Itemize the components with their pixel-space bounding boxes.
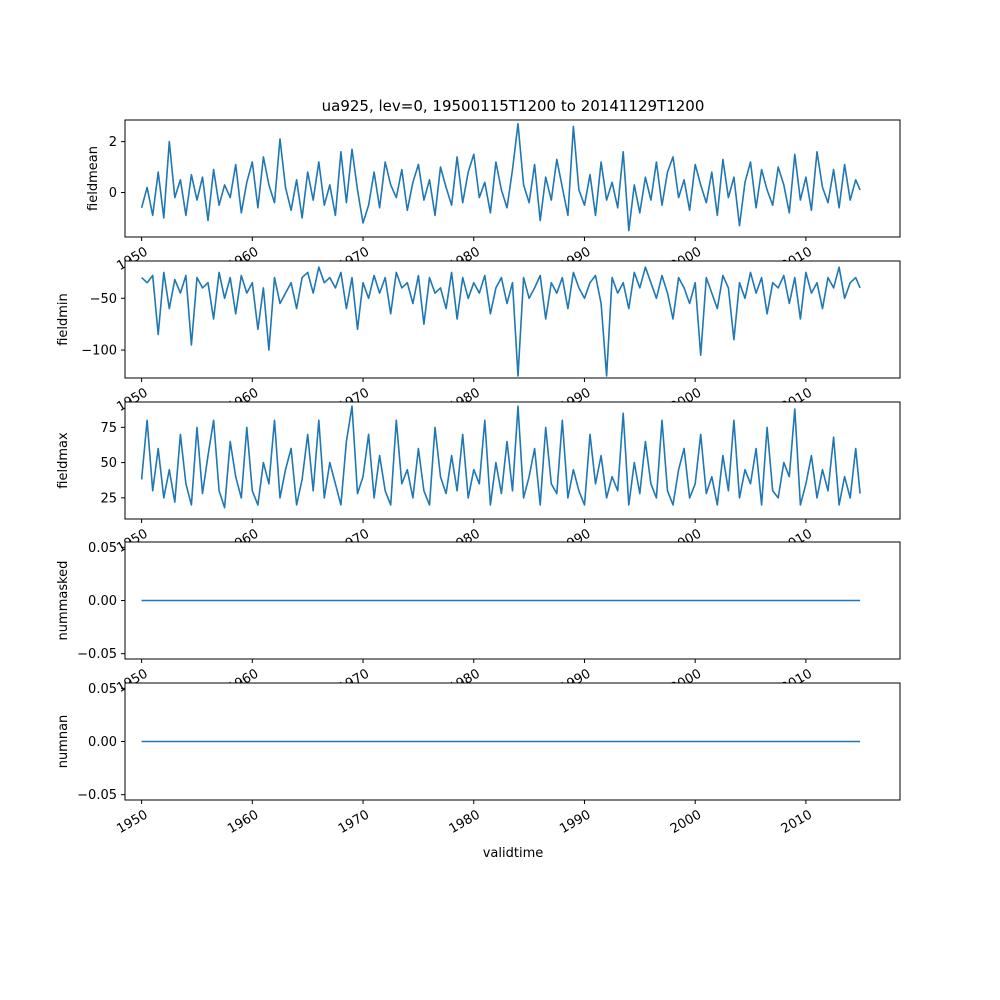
series-line-fieldmean [140, 123, 861, 232]
chart-title: ua925, lev=0, 19500115T1200 to 20141129T… [322, 97, 705, 115]
y-tick-label: 50 [100, 456, 117, 471]
y-axis-label: nummasked [56, 561, 71, 641]
axes-frame [124, 401, 901, 520]
y-tick-label: −50 [90, 292, 117, 307]
axes-frame [124, 119, 901, 238]
y-tick-label: 0.00 [88, 594, 117, 609]
subplot-numnan: −0.05 0.00 0.05 numnan 1950 1960 1970 1980 1990 2… [56, 682, 901, 837]
x-tick-label: 2000 [668, 807, 704, 837]
y-axis-label: numnan [56, 715, 71, 769]
y-tick-label: 0.00 [88, 735, 117, 750]
y-tick-label: −0.05 [77, 647, 117, 662]
x-tick-label: 1960 [225, 807, 261, 837]
axes-frame [124, 260, 901, 379]
x-tick-label: 1970 [336, 807, 372, 837]
y-tick-label: 75 [100, 421, 117, 436]
y-tick-label: 0 [109, 186, 117, 201]
x-tick-label: 1950 [114, 807, 150, 837]
y-axis-label: fieldmean [86, 146, 101, 211]
y-tick-label: 0.05 [88, 541, 117, 556]
x-tick-label: 1990 [557, 807, 593, 837]
axes-background [125, 261, 900, 378]
y-axis-label: fieldmin [56, 293, 71, 346]
series-line-fieldmax [140, 405, 861, 509]
y-tick-label: 2 [109, 135, 117, 150]
y-axis-label: fieldmax [56, 432, 71, 489]
axes-background [125, 402, 900, 519]
x-tick-label: 1980 [447, 807, 483, 837]
y-tick-label: 25 [100, 491, 117, 506]
x-tick-label: 2010 [779, 807, 815, 837]
y-tick-label: −100 [81, 344, 117, 359]
y-tick-label: 0.05 [88, 682, 117, 697]
x-axis-label: validtime [483, 846, 544, 861]
y-tick-label: −0.05 [77, 788, 117, 803]
series-line-fieldmin [141, 266, 861, 377]
